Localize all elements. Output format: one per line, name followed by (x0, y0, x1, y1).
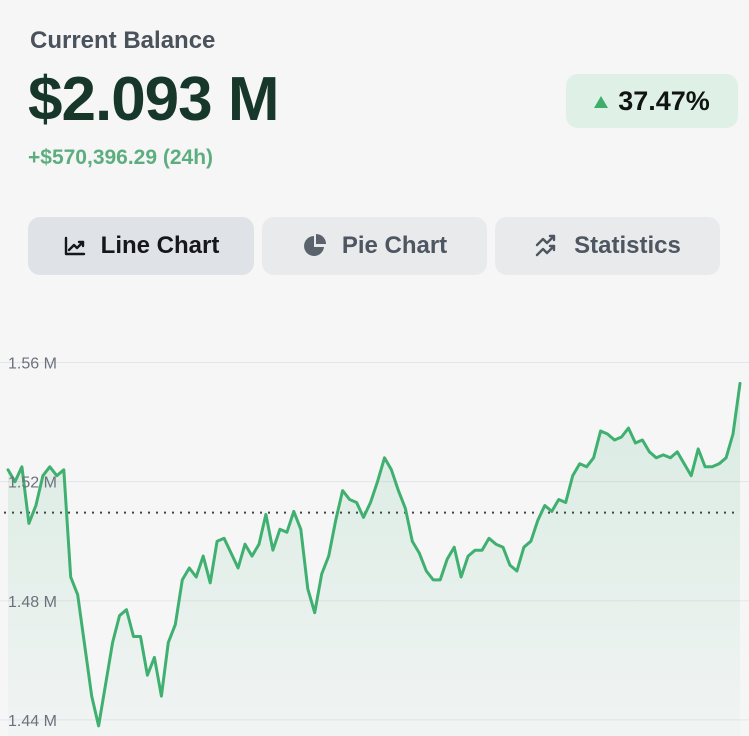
up-arrow-icon (594, 96, 609, 108)
y-tick-label: 1.52 M (8, 475, 57, 492)
line-chart-icon (63, 234, 87, 258)
tab-line-chart-label: Line Chart (100, 232, 220, 259)
pie-chart-icon (302, 233, 328, 259)
chart-tabs: Line Chart Pie Chart Statistics (28, 217, 720, 275)
y-tick-label: 1.48 M (8, 594, 57, 611)
balance-value: $2.093 M (28, 65, 280, 134)
balance-line-chart: 1.56 M 1.52 M 1.48 M 1.44 M (0, 356, 749, 736)
percent-change-badge: 37.47% (566, 74, 738, 128)
tab-line-chart[interactable]: Line Chart (28, 217, 254, 275)
tab-pie-chart-label: Pie Chart (341, 232, 448, 259)
y-tick-label: 1.44 M (8, 713, 57, 730)
balance-series-line (6, 381, 742, 728)
tab-pie-chart[interactable]: Pie Chart (262, 217, 487, 275)
balance-label: Current Balance (30, 27, 216, 54)
y-tick-label: 1.56 M (8, 356, 57, 373)
tab-statistics[interactable]: Statistics (495, 217, 720, 275)
balance-change-24h: +$570,396.29 (24h) (28, 146, 214, 169)
tab-statistics-label: Statistics (574, 232, 681, 259)
percent-change-text: 37.47% (618, 85, 710, 116)
statistics-icon (534, 233, 560, 259)
balance-area-fill (8, 383, 740, 736)
